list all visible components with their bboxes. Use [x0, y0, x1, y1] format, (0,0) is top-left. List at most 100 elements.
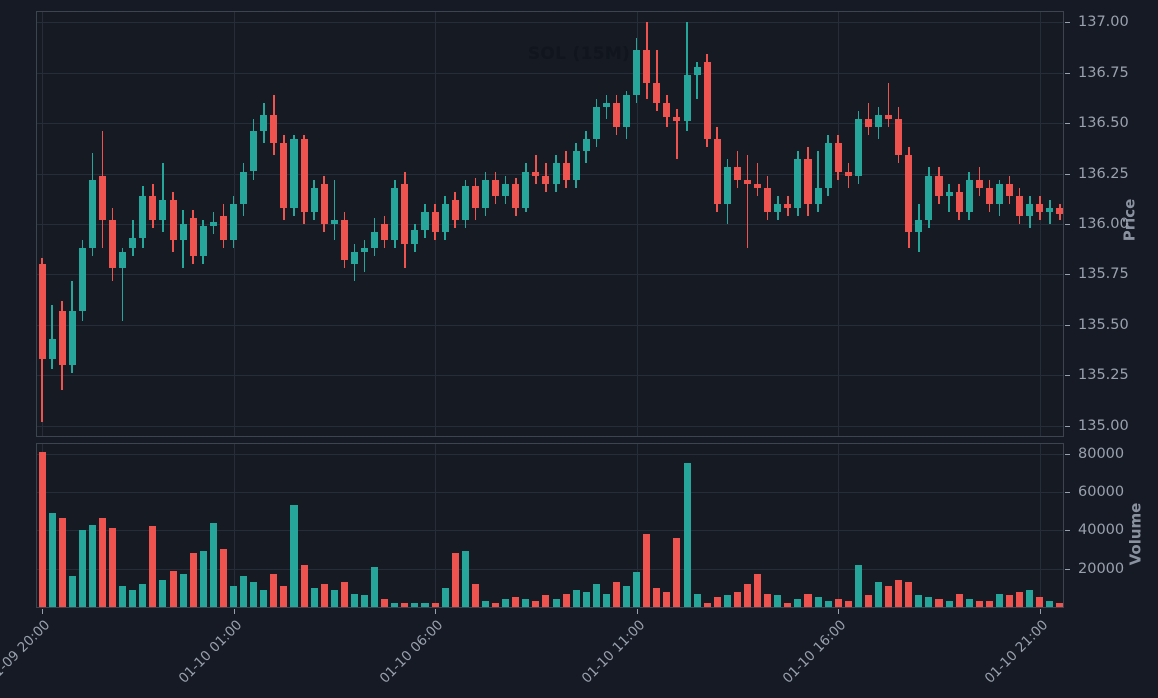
- time-tick-mark: [233, 609, 235, 614]
- volume-bar: [209, 522, 217, 607]
- volume-bar: [109, 528, 117, 607]
- volume-bar: [139, 583, 147, 607]
- candle-body: [713, 139, 721, 204]
- candle-wick: [1049, 199, 1051, 224]
- volume-bar: [381, 599, 389, 607]
- candle-body: [693, 66, 701, 75]
- candle-body: [733, 167, 741, 180]
- volume-bar: [834, 599, 842, 607]
- candle-body: [310, 187, 318, 212]
- time-tick-label: 01-10 06:00: [376, 617, 447, 687]
- volume-bar: [260, 589, 268, 607]
- volume-bar: [350, 593, 358, 607]
- volume-bar: [623, 585, 631, 607]
- candle-body: [240, 171, 248, 204]
- candle-body: [824, 143, 832, 188]
- candle-body: [109, 219, 117, 269]
- volume-bar: [250, 582, 258, 607]
- volume-bar: [703, 603, 711, 607]
- volume-bar: [683, 463, 691, 607]
- candle-body: [1056, 207, 1064, 214]
- candle-body: [673, 116, 681, 122]
- volume-bar: [875, 582, 883, 607]
- volume-bar: [854, 564, 862, 607]
- candle-wick: [535, 155, 537, 184]
- volume-bar: [633, 572, 641, 607]
- volume-bar: [754, 574, 762, 607]
- candle-body: [280, 143, 288, 208]
- candle-body: [270, 114, 278, 144]
- candle-wick: [333, 179, 336, 241]
- volume-bar: [199, 551, 207, 607]
- candle-body: [48, 339, 56, 360]
- volume-bar: [663, 591, 671, 607]
- candle-body: [945, 191, 953, 196]
- candle-body: [441, 203, 449, 233]
- candle-body: [602, 102, 610, 107]
- time-tick-mark: [636, 609, 638, 614]
- candle-body: [401, 183, 409, 245]
- volume-bar: [179, 574, 187, 607]
- volume-axis-label: Volume: [1126, 502, 1145, 566]
- volume-bar: [68, 576, 76, 607]
- candle-body: [965, 179, 973, 212]
- candle-body: [784, 203, 792, 208]
- price-tick-mark: [1065, 123, 1070, 125]
- candle-body: [260, 114, 268, 132]
- volume-bar: [149, 526, 157, 607]
- price-gridline: [37, 123, 1063, 125]
- candle-wick: [746, 155, 749, 249]
- candle-body: [290, 139, 298, 208]
- volume-bar: [189, 553, 197, 607]
- candle-body: [1016, 195, 1024, 216]
- volume-bar: [371, 566, 379, 607]
- time-tick-label: 01-10 16:00: [779, 617, 850, 687]
- time-tick-mark: [42, 609, 44, 614]
- candle-wick: [887, 82, 890, 128]
- volume-bar: [713, 597, 721, 607]
- candle-body: [834, 143, 842, 172]
- candle-body: [643, 50, 651, 83]
- volume-bar: [542, 595, 550, 607]
- price-vertical-gridline: [42, 12, 44, 436]
- candle-wick: [121, 248, 124, 321]
- candle-body: [381, 224, 389, 241]
- candle-body: [139, 195, 147, 239]
- volume-bar: [401, 603, 409, 607]
- candle-body: [340, 219, 348, 261]
- candle-body: [592, 106, 600, 140]
- volume-bar: [411, 603, 419, 607]
- candle-wick: [948, 183, 950, 212]
- volume-bar: [744, 583, 752, 607]
- price-tick-label: 135.00: [1078, 417, 1129, 434]
- volume-bar: [844, 601, 852, 607]
- candle-body: [189, 217, 197, 257]
- price-tick-mark: [1065, 72, 1070, 74]
- volume-bar: [824, 601, 832, 607]
- price-tick-mark: [1065, 375, 1070, 377]
- price-tick-mark: [1065, 324, 1070, 326]
- candle-body: [431, 211, 439, 233]
- volume-tick-mark: [1065, 568, 1070, 570]
- price-tick-label: 135.25: [1078, 367, 1129, 384]
- volume-bar: [522, 599, 530, 607]
- volume-bar: [471, 583, 479, 607]
- volume-bar: [280, 585, 288, 607]
- volume-bar: [804, 593, 812, 607]
- volume-bar: [864, 595, 872, 607]
- volume-bar: [814, 597, 822, 607]
- candle-wick: [131, 219, 134, 257]
- price-tick-mark: [1065, 425, 1070, 427]
- volume-bar: [270, 574, 278, 607]
- volume-vertical-gridline: [838, 444, 840, 607]
- candle-body: [330, 219, 338, 224]
- candle-body: [885, 114, 893, 119]
- price-tick-mark: [1065, 224, 1070, 225]
- candle-body: [209, 221, 217, 226]
- time-tick-label: 01-10 11:00: [578, 617, 648, 687]
- candle-body: [532, 171, 540, 176]
- price-gridline: [37, 224, 1063, 225]
- volume-bar: [240, 576, 248, 607]
- candle-body: [98, 175, 107, 220]
- volume-bar: [1026, 589, 1034, 607]
